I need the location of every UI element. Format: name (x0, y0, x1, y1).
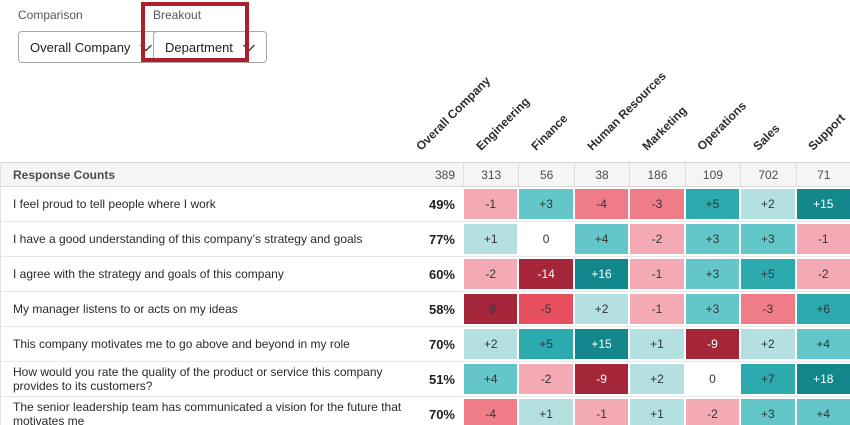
heatmap-cell[interactable]: +2 (464, 329, 518, 359)
heatmap-cell[interactable]: -2 (464, 259, 518, 289)
overall-percentage: 70% (428, 406, 455, 422)
heatmap-cell[interactable]: -4 (464, 399, 518, 425)
heatmap-cell[interactable]: -2 (519, 364, 573, 394)
column-header-operations: Operations (694, 98, 750, 154)
comparison-label: Comparison (18, 8, 83, 22)
response-count: 702 (740, 163, 795, 186)
question-text: I feel proud to tell people where I work (13, 197, 216, 211)
heatmap-cell[interactable]: -5 (519, 294, 573, 324)
table-row: My manager listens to or acts on my idea… (1, 292, 850, 327)
heatmap-cell[interactable]: +15 (796, 189, 850, 219)
comparison-dropdown-value: Overall Company (30, 39, 131, 55)
heatmap-cell[interactable]: +2 (741, 329, 795, 359)
overall-percentage: 58% (428, 301, 455, 317)
heatmap-cell[interactable]: +1 (464, 224, 518, 254)
column-header-sales: Sales (750, 121, 783, 154)
heatmap-cell[interactable]: -9 (574, 364, 629, 394)
heatmap-cell[interactable]: -2 (796, 259, 850, 289)
question-text: This company motivates me to go above an… (13, 337, 350, 351)
column-headers: Overall Company Engineering Finance Huma… (0, 0, 850, 162)
heatmap-cell[interactable]: +2 (630, 364, 684, 394)
heatmap-cell[interactable]: +3 (685, 259, 740, 289)
column-header-marketing: Marketing (639, 103, 690, 154)
heatmap-cell[interactable]: 0 (519, 224, 573, 254)
heatmap-cell[interactable]: -1 (464, 189, 518, 219)
column-header-support: Support (805, 110, 848, 154)
table-row: I agree with the strategy and goals of t… (1, 257, 850, 292)
heatmap-cell[interactable]: +3 (519, 189, 573, 219)
response-counts-row: Response Counts 389 313 56 38 186 109 70… (1, 162, 850, 187)
heatmap-cell[interactable]: -3 (741, 294, 795, 324)
heatmap-cell[interactable]: -2 (685, 399, 740, 425)
heatmap-cell[interactable]: -1 (630, 294, 684, 324)
heatmap-cell[interactable]: +1 (630, 329, 684, 359)
table-row: I feel proud to tell people where I work… (1, 187, 850, 222)
breakout-dropdown-value: Department (165, 39, 233, 55)
question-text: I have a good understanding of this comp… (13, 232, 363, 246)
heatmap-cell[interactable]: +7 (741, 364, 795, 394)
overall-percentage: 70% (428, 336, 455, 352)
heatmap-table: Response Counts 389 313 56 38 186 109 70… (0, 162, 850, 425)
heatmap-cell[interactable]: +15 (574, 329, 629, 359)
heatmap-cell[interactable]: -4 (574, 189, 629, 219)
response-counts-label: Response Counts (13, 167, 116, 182)
heatmap-cell[interactable]: -3 (630, 189, 684, 219)
heatmap-cell[interactable]: +2 (574, 294, 629, 324)
overall-percentage: 60% (428, 266, 455, 282)
response-count: 71 (795, 163, 850, 186)
heatmap-cell[interactable]: +2 (741, 189, 795, 219)
table-row: The senior leadership team has communica… (1, 397, 850, 425)
heatmap-cell[interactable]: +5 (685, 189, 740, 219)
heatmap-cell[interactable]: +3 (741, 224, 795, 254)
heatmap-cell[interactable]: +3 (685, 224, 740, 254)
overall-percentage: 49% (428, 196, 455, 212)
overall-percentage: 51% (428, 371, 455, 387)
heatmap-cell[interactable]: -2 (630, 224, 684, 254)
heatmap-cell[interactable]: -1 (574, 399, 629, 425)
heatmap-cell[interactable]: +6 (796, 294, 850, 324)
heatmap-cell[interactable]: +5 (519, 329, 573, 359)
question-text: I agree with the strategy and goals of t… (13, 267, 284, 281)
heatmap-cell[interactable]: +3 (685, 294, 740, 324)
table-row: This company motivates me to go above an… (1, 327, 850, 362)
table-row: I have a good understanding of this comp… (1, 222, 850, 257)
question-text: The senior leadership team has communica… (13, 400, 402, 425)
heatmap-cell[interactable]: +4 (574, 224, 629, 254)
breakout-label: Breakout (153, 8, 202, 22)
question-text: How would you rate the quality of the pr… (13, 365, 383, 393)
question-text: My manager listens to or acts on my idea… (13, 302, 238, 316)
response-count: 109 (684, 163, 740, 186)
heatmap-cell[interactable]: +1 (630, 399, 684, 425)
column-header-finance: Finance (528, 111, 571, 154)
response-count: 313 (463, 163, 518, 186)
heatmap-cell[interactable]: +1 (519, 399, 573, 425)
heatmap-cell[interactable]: +16 (574, 259, 629, 289)
heatmap-cell[interactable]: +4 (796, 329, 850, 359)
response-count: 38 (573, 163, 629, 186)
heatmap-cell[interactable]: +4 (464, 364, 518, 394)
heatmap-cell[interactable]: -9 (685, 329, 740, 359)
column-header-engineering: Engineering (473, 94, 533, 154)
response-count: 56 (518, 163, 573, 186)
heatmap-cell[interactable]: +4 (796, 399, 850, 425)
overall-percentage: 77% (428, 231, 455, 247)
table-row: How would you rate the quality of the pr… (1, 362, 850, 397)
heatmap-cell[interactable]: +18 (796, 364, 850, 394)
heatmap-cell[interactable]: 0 (685, 364, 740, 394)
heatmap-cell[interactable]: -14 (519, 259, 573, 289)
response-count: 186 (629, 163, 684, 186)
heatmap-cell[interactable]: +3 (741, 399, 795, 425)
heatmap-cell[interactable]: -1 (630, 259, 684, 289)
heatmap-cell[interactable]: -9 (464, 294, 518, 324)
response-count-overall: 389 (434, 167, 455, 182)
heatmap-cell[interactable]: +5 (741, 259, 795, 289)
heatmap-cell[interactable]: -1 (796, 224, 850, 254)
